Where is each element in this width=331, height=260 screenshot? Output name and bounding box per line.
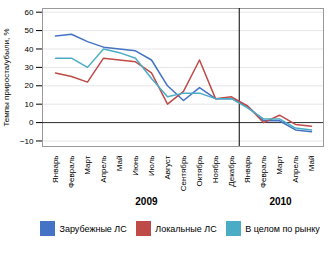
svg-text:Январь: Январь: [51, 156, 60, 183]
svg-text:Апрель: Апрель: [99, 156, 108, 183]
svg-text:60: 60: [25, 8, 34, 17]
svg-text:Июнь: Июнь: [131, 156, 140, 176]
html-text:Локальные ЛС: Локальные ЛС: [155, 223, 217, 234]
svg-text:Темпы прироста/убыли, %: Темпы прироста/убыли, %: [2, 28, 11, 126]
svg-text:0: 0: [29, 118, 34, 127]
svg-text:2009: 2009: [135, 196, 158, 207]
svg-text:50: 50: [25, 26, 34, 35]
html-text:Зарубежные ЛС: Зарубежные ЛС: [59, 223, 127, 234]
svg-text:Декабрь: Декабрь: [227, 156, 236, 187]
svg-text:2010: 2010: [269, 196, 292, 207]
svg-text:Октябрь: Октябрь: [195, 156, 204, 187]
svg-text:Август: Август: [163, 155, 172, 179]
svg-text:Январь: Январь: [243, 156, 252, 183]
svg-text:Март: Март: [275, 155, 284, 174]
svg-text:Июль: Июль: [147, 156, 156, 176]
svg-text:40: 40: [25, 45, 34, 54]
svg-text:30: 30: [25, 63, 34, 72]
html-text:В целом по рынку: В целом по рынку: [245, 223, 320, 234]
svg-text:Февраль: Февраль: [259, 156, 268, 189]
svg-text:Май: Май: [115, 156, 124, 172]
svg-text:−10: −10: [20, 137, 34, 146]
svg-text:10: 10: [25, 100, 34, 109]
svg-text:Сентябрь: Сентябрь: [179, 156, 188, 192]
svg-text:20: 20: [25, 81, 34, 90]
svg-text:Март: Март: [83, 155, 92, 174]
svg-text:Февраль: Февраль: [67, 156, 76, 189]
svg-text:Ноябрь: Ноябрь: [211, 156, 220, 184]
svg-text:Май: Май: [307, 156, 316, 172]
svg-text:Апрель: Апрель: [291, 156, 300, 183]
